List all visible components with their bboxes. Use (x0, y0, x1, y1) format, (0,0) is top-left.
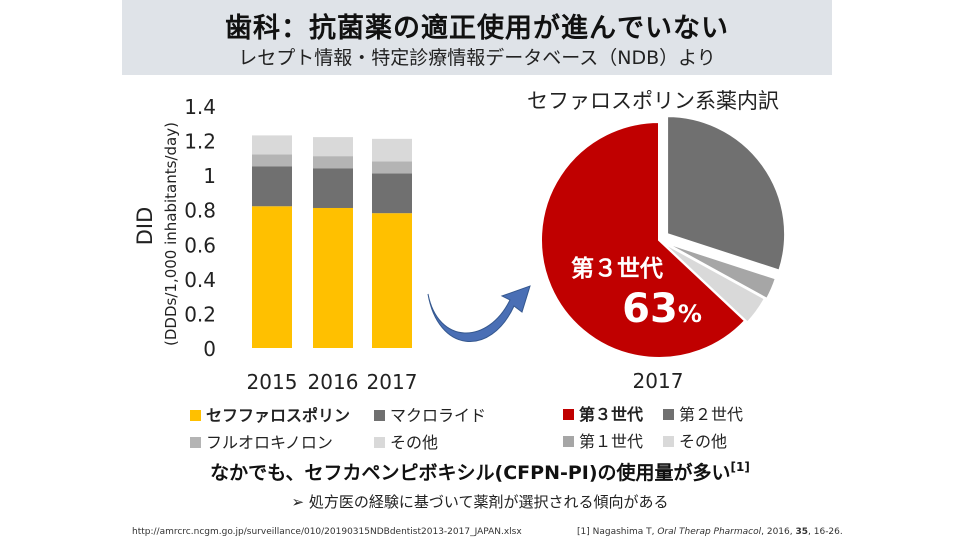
legend-label: 第１世代 (579, 432, 644, 451)
pie-slice (660, 240, 767, 324)
legend-label: その他 (679, 432, 728, 451)
pie-title: セファロスポリン系薬内訳 (527, 89, 779, 113)
y-axis-unit-label: (DDDs/1,000 inhabitants/day) (162, 122, 180, 346)
y-tick-label: 0 (203, 337, 216, 361)
legend-swatch (190, 437, 201, 448)
y-axis-label: DID (133, 207, 157, 246)
x-tick-label: 2016 (308, 370, 359, 394)
pie-highlight-label: 第３世代 (571, 255, 663, 282)
x-tick-label: 2015 (247, 370, 298, 394)
legend-swatch (563, 436, 574, 447)
pie-legend-item: 第２世代 (663, 401, 743, 425)
bar-segment (313, 156, 353, 169)
y-tick-label: 0.6 (184, 233, 216, 257)
pie-highlight-unit: % (678, 300, 702, 328)
pie-legend-item: 第１世代 (563, 428, 643, 452)
reference-citation: [1] Nagashima T, Oral Therap Pharmacol, … (577, 527, 843, 537)
pie-slice (663, 241, 778, 301)
bar-segment (313, 168, 353, 208)
page-subtitle: レセプト情報・特定診療情報データベース（NDB）より (238, 47, 716, 69)
pie-legend-item: 第３世代 (563, 401, 643, 425)
bar-segment (313, 137, 353, 157)
bar-segment (252, 135, 292, 155)
bar-legend-item: マクロライド (374, 402, 486, 426)
bar-legend-item: その他 (374, 429, 438, 453)
bar-segment (252, 154, 292, 167)
legend-swatch (374, 410, 385, 421)
legend-label: マクロライド (390, 406, 487, 425)
legend-label: その他 (390, 433, 439, 452)
source-url: http://amrcrc.ncgm.go.jp/surveillance/01… (132, 527, 522, 537)
citation-journal: Oral Therap Pharmacol (657, 527, 762, 537)
legend-swatch (563, 409, 574, 420)
bar-segment (372, 213, 412, 348)
citation-year: , 2016, (761, 527, 796, 537)
bar-segment (372, 138, 412, 162)
citation-pages: , 16-26. (808, 527, 843, 537)
y-tick-label: 0.4 (184, 268, 216, 292)
key-finding-text: なかでも、セフカペンピボキシル(CFPN-PI)の使用量が多い (210, 462, 731, 484)
legend-swatch (663, 409, 674, 420)
bullet-arrow-icon: ➢ (291, 493, 305, 511)
key-finding-note: ➢ 処方医の経験に基づいて薬剤が選択される傾向がある (0, 491, 960, 512)
pie-year-label: 2017 (633, 369, 684, 393)
legend-label: 第３世代 (579, 405, 644, 424)
y-tick-label: 1 (203, 164, 216, 188)
key-finding-note-text: 処方医の経験に基づいて薬剤が選択される傾向がある (308, 493, 669, 511)
y-tick-label: 0.2 (184, 302, 216, 326)
pie-highlight-number: 63 (622, 286, 678, 332)
legend-label: フルオロキノロン (206, 433, 333, 452)
pie-legend-item: その他 (663, 428, 727, 452)
legend-swatch (663, 436, 674, 447)
bar-segment (372, 173, 412, 214)
page-title: 歯科：抗菌薬の適正使用が進んでいない (225, 13, 729, 44)
y-tick-label: 1.4 (184, 95, 216, 119)
pie-slice (666, 115, 787, 272)
pie-slice (540, 120, 747, 359)
y-tick-label: 0.8 (184, 199, 216, 223)
bar-legend-item: セフファロスポリン (190, 402, 350, 426)
legend-swatch (190, 410, 201, 421)
legend-label: セフファロスポリン (206, 406, 351, 425)
y-tick-label: 1.2 (184, 130, 216, 154)
curved-arrow-icon (427, 285, 531, 343)
pie-highlight-value: 63% (622, 286, 702, 332)
citation-prefix: [1] Nagashima T, (577, 527, 658, 537)
citation-volume: 35 (795, 527, 809, 537)
reference-mark: [1] (730, 460, 750, 474)
legend-label: 第２世代 (679, 405, 744, 424)
bar-segment (372, 161, 412, 174)
bar-legend-item: フルオロキノロン (190, 429, 333, 453)
header-banner: 歯科：抗菌薬の適正使用が進んでいない レセプト情報・特定診療情報データベース（N… (122, 0, 832, 75)
bar-segment (313, 207, 353, 348)
legend-swatch (374, 437, 385, 448)
x-tick-label: 2017 (367, 370, 418, 394)
key-finding: なかでも、セフカペンピボキシル(CFPN-PI)の使用量が多い[1] (0, 458, 960, 485)
bar-segment (252, 206, 292, 348)
bar-segment (252, 166, 292, 207)
